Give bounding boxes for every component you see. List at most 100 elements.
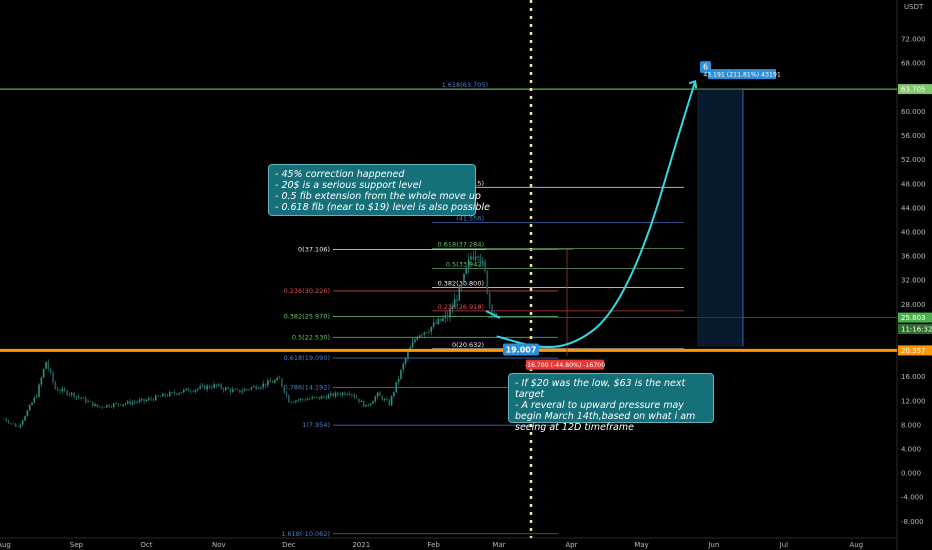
x-tick-label: Mar [492,541,505,549]
candle-body [145,399,148,402]
candle-body [14,424,17,427]
y-tick-label: 72.000 [901,36,926,44]
target-marker-label: 6 [703,63,708,72]
candle-body [369,403,372,406]
candle-body [362,400,365,407]
candle-body [150,398,152,400]
analysis-note-top[interactable]: - 45% correction happened - 20$ is a ser… [268,164,490,216]
candle-body [407,351,409,359]
candle-body [122,404,124,406]
candle-body [232,389,234,392]
candle-body [479,256,482,263]
candle-body [63,388,66,391]
candle-body [3,418,5,420]
y-tick-label: 56.000 [901,132,926,140]
candle-body [178,392,180,395]
y-tick-label: 8.000 [901,421,921,429]
candle-body [276,377,278,381]
candle-body [355,397,358,399]
candle-body [386,399,388,400]
candle-body [47,361,50,369]
candle-body [313,397,316,398]
target-measure-box [697,89,743,347]
candle-body [133,402,136,403]
candle-body [12,423,15,425]
low-marker-label: 19.007 [506,346,537,355]
candle-body [260,387,262,389]
candle-body [73,392,75,398]
y-tick-label: 12.000 [901,397,926,405]
candle-body [208,385,211,388]
candle-body [28,405,31,411]
y-tick-label: 28.000 [901,301,926,309]
candle-body [264,383,267,386]
x-tick-label: Aug [0,541,11,549]
candle-body [7,421,10,423]
x-tick-label: 2021 [352,541,370,549]
candle-body [449,308,451,318]
target-box [708,69,776,80]
candle-body [311,397,314,399]
candle-body [491,305,493,314]
candle-body [444,315,447,319]
candle-body [484,260,486,272]
fib-label: 0.236(26.918) [438,303,484,311]
price-axis-tag-text: 20.357 [901,347,926,355]
y-tick-label: 0.000 [901,470,921,478]
candle-body [428,331,430,333]
candle-body [215,384,218,386]
candle-body [117,403,120,405]
candle-body [267,380,269,386]
candle-body [154,395,157,401]
fib-label: (41.556) [456,215,484,223]
candle-body [38,384,40,397]
x-tick-label: Sep [70,541,84,549]
x-tick-label: Jun [707,541,719,549]
candle-body [446,315,449,318]
candle-body [425,332,428,333]
candle-body [283,386,285,393]
candle-body [124,403,127,405]
candle-body [17,426,19,428]
candle-body [96,404,99,407]
fib-label: 0(37.106) [298,245,330,253]
note-line: - 0.5 fib extension from the whole move … [275,191,481,202]
y-tick-label: 4.000 [901,446,921,454]
grid [0,0,898,550]
candle-body [320,396,323,399]
fib-label: 0.618(19.090) [284,354,330,362]
candle-body [292,402,295,403]
candle-body [80,397,82,399]
candle-body [159,396,162,397]
candle-body [54,381,57,389]
candle-body [325,396,328,399]
candle-body [269,380,271,382]
candle-body [274,380,276,383]
candle-body [197,388,199,390]
candle-body [404,358,407,364]
candle-body [358,398,360,402]
candle-body [262,383,264,388]
fib-label: 0.236(30.226) [284,287,330,295]
y-tick-label: 60.000 [901,108,926,116]
candle-body [416,337,419,340]
analysis-note-bottom[interactable]: - If $20 was the low, $63 is the next ta… [508,373,714,433]
candle-body [334,392,337,397]
candle-body [435,322,437,324]
candle-body [147,398,150,400]
candle-body [56,388,59,391]
candle-body [94,404,96,407]
candle-body [105,405,108,408]
x-tick-label: Aug [849,541,863,549]
candle-body [19,424,22,428]
candle-body [168,392,171,397]
price-axis-tag [898,84,932,95]
x-tick-label: Apr [565,541,577,549]
candle-body [323,396,325,397]
candle-body [103,407,106,408]
candle-body [255,386,257,389]
candle-body [91,401,94,407]
candle-body [318,396,321,399]
